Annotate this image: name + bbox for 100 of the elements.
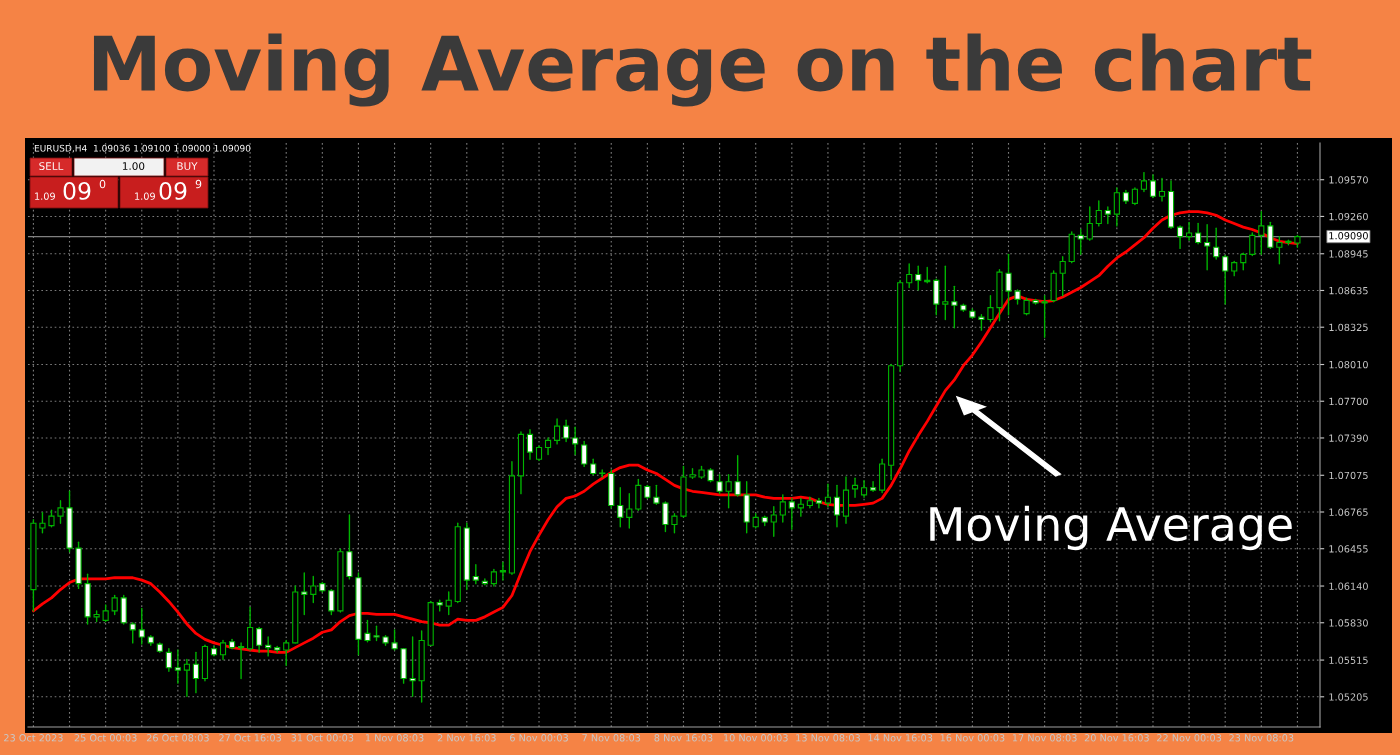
chart-title: Moving Average on the chart bbox=[93, 33, 1312, 107]
candlestick bbox=[472, 564, 479, 585]
candlestick bbox=[635, 478, 642, 511]
candlestick bbox=[57, 500, 64, 524]
annotation: 09 bbox=[159, 181, 187, 200]
candlestick bbox=[797, 497, 804, 517]
candlestick bbox=[409, 636, 416, 697]
x-tick-label: 25 Oct 00:03 bbox=[74, 734, 137, 742]
annotation: BUY bbox=[177, 162, 198, 171]
candlestick bbox=[526, 428, 534, 460]
candlestick bbox=[788, 497, 795, 530]
candlestick bbox=[364, 619, 371, 643]
y-tick-label: 1.09570 bbox=[1329, 176, 1368, 184]
candlestick bbox=[851, 477, 859, 498]
candlestick bbox=[563, 419, 570, 443]
candlestick bbox=[1176, 225, 1184, 250]
annotation: EURUSD,H4 1.09036 1.09100 1.09000 1.09090 bbox=[34, 144, 251, 153]
y-tick-label: 1.07075 bbox=[1329, 471, 1368, 480]
candlestick bbox=[391, 629, 398, 651]
candlestick bbox=[626, 492, 633, 529]
candlestick bbox=[1213, 227, 1220, 260]
candlestick bbox=[1258, 211, 1265, 256]
candlestick bbox=[1276, 235, 1283, 265]
candlestick bbox=[1186, 221, 1193, 241]
candlestick bbox=[815, 497, 822, 509]
x-tick-label: 26 Oct 08:03 bbox=[146, 734, 209, 742]
candlestick bbox=[725, 473, 732, 509]
candlestick bbox=[1059, 256, 1066, 297]
x-tick-label: 17 Nov 08:03 bbox=[1012, 734, 1077, 742]
candlestick bbox=[174, 649, 181, 684]
candlestick bbox=[553, 418, 561, 445]
y-tick-label: 1.08635 bbox=[1329, 286, 1368, 295]
y-tick-label: 1.06140 bbox=[1329, 582, 1368, 590]
y-tick-label: 1.08010 bbox=[1329, 361, 1368, 369]
candlestick bbox=[265, 636, 272, 657]
candlestick bbox=[779, 494, 786, 523]
candlestick bbox=[1149, 174, 1157, 199]
x-tick-label: 10 Nov 00:03 bbox=[724, 734, 788, 742]
candlestick bbox=[192, 651, 200, 694]
x-tick-label: 16 Nov 00:03 bbox=[940, 734, 1005, 742]
candlestick bbox=[671, 513, 678, 534]
x-tick-label: 27 Oct 16:03 bbox=[219, 734, 282, 742]
annotation: Moving Average bbox=[930, 505, 1292, 551]
candlestick bbox=[1005, 253, 1012, 316]
candlestick bbox=[328, 588, 335, 616]
annotation: 1.09 bbox=[35, 192, 55, 200]
candlestick bbox=[39, 511, 46, 534]
x-tick-label: 7 Nov 08:03 bbox=[582, 734, 641, 742]
candlestick bbox=[256, 626, 263, 654]
candlestick bbox=[1086, 206, 1093, 241]
x-tick-label: 6 Nov 00:03 bbox=[510, 734, 568, 742]
candlestick bbox=[581, 440, 588, 468]
annotation: 0 bbox=[99, 179, 106, 189]
y-tick-label: 1.05205 bbox=[1329, 693, 1368, 701]
y-tick-label: 1.07390 bbox=[1329, 434, 1368, 442]
candlestick bbox=[824, 483, 832, 508]
y-tick-label: 1.06455 bbox=[1329, 545, 1368, 553]
candlestick bbox=[734, 455, 741, 497]
candlestick bbox=[138, 607, 145, 645]
x-tick-label: 31 Oct 00:03 bbox=[291, 734, 354, 742]
candlestick bbox=[1195, 222, 1202, 245]
y-tick-label: 1.06765 bbox=[1329, 508, 1368, 516]
candlestick bbox=[716, 473, 723, 495]
candlestick bbox=[1267, 221, 1274, 250]
candlestick bbox=[1095, 200, 1102, 227]
x-tick-label: 2 Nov 16:03 bbox=[437, 734, 496, 742]
candlestick bbox=[869, 481, 877, 492]
candlestick bbox=[165, 648, 172, 673]
candlestick bbox=[111, 594, 118, 616]
candlestick bbox=[770, 505, 777, 537]
y-tick-label: 1.05515 bbox=[1329, 656, 1368, 664]
annotation: 1.09 bbox=[135, 192, 155, 200]
candlestick bbox=[1249, 232, 1256, 257]
candlestick bbox=[499, 561, 506, 581]
candlestick bbox=[1158, 177, 1166, 202]
candlestick bbox=[833, 484, 841, 528]
candlestick bbox=[933, 278, 940, 316]
x-tick-label: 1 Nov 08:03 bbox=[365, 734, 424, 742]
candlestick bbox=[310, 575, 317, 604]
annotation: 9 bbox=[195, 179, 202, 189]
y-tick-label: 1.05830 bbox=[1329, 619, 1368, 627]
x-tick-label: 23 Nov 08:03 bbox=[1229, 734, 1294, 742]
candlestick bbox=[1140, 171, 1148, 193]
candlestick bbox=[906, 263, 913, 289]
candlestick bbox=[445, 591, 452, 616]
x-tick-label: 23 Oct 2023 bbox=[4, 734, 63, 742]
x-tick-label: 8 Nov 16:03 bbox=[654, 734, 713, 742]
candlestick bbox=[653, 484, 660, 505]
candlestick bbox=[1041, 295, 1048, 338]
candlestick bbox=[237, 642, 245, 680]
candlestick bbox=[942, 265, 949, 321]
y-tick-label: 1.09260 bbox=[1329, 212, 1368, 221]
candlestick bbox=[1204, 224, 1211, 271]
candlestick bbox=[1222, 254, 1229, 305]
line-series bbox=[32, 210, 1299, 654]
candlestick bbox=[219, 639, 227, 661]
x-tick-label: 13 Nov 08:03 bbox=[796, 734, 860, 742]
candlestick bbox=[283, 639, 290, 667]
y-tick-label: 1.07700 bbox=[1329, 397, 1368, 406]
candlestick bbox=[617, 487, 624, 528]
